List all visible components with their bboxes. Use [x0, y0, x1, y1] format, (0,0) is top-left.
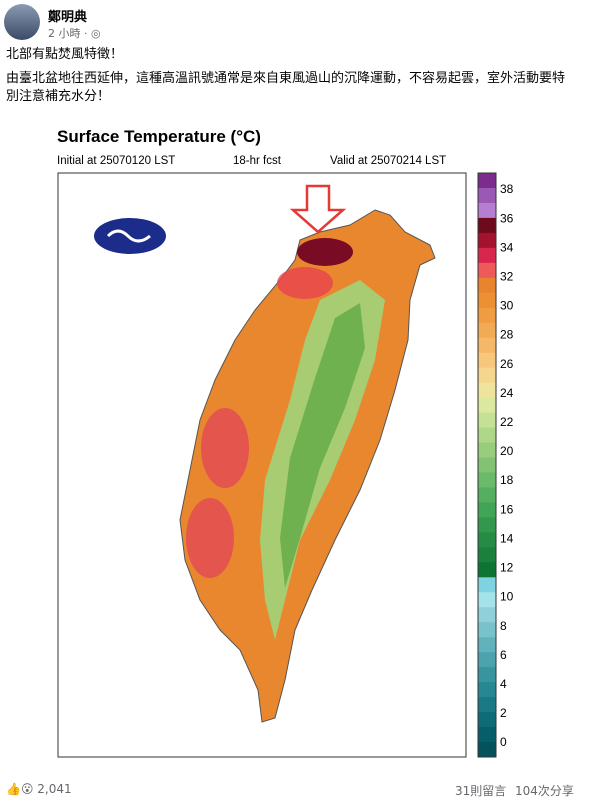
- colorbar-cell: [478, 322, 496, 339]
- colorbar-cell: [478, 187, 496, 204]
- colorbar-cell: [478, 622, 496, 638]
- colorbar-cell: [478, 232, 496, 249]
- colorbar-cell: [478, 577, 496, 593]
- colorbar-label: 26: [500, 357, 514, 371]
- reactions[interactable]: 👍😮 2,041: [6, 782, 72, 796]
- colorbar-cell: [478, 547, 496, 563]
- colorbar-label: 30: [500, 299, 514, 313]
- colorbar-cell: [478, 517, 496, 533]
- colorbar-cell: [478, 247, 496, 264]
- colorbar-cell: [478, 697, 496, 713]
- colorbar-label: 4: [500, 677, 507, 691]
- colorbar-cell: [478, 173, 496, 189]
- warm-area: [201, 408, 249, 488]
- colorbar-cell: [478, 742, 496, 758]
- warm-area: [186, 498, 234, 578]
- post-line: 北部有點焚風特徵！: [6, 47, 124, 62]
- colorbar-cell: [478, 442, 496, 459]
- colorbar-cell: [478, 457, 496, 473]
- colorbar-cell: [478, 397, 496, 414]
- colorbar-label: 18: [500, 473, 514, 487]
- colorbar-cell: [478, 667, 496, 683]
- colorbar-label: 22: [500, 415, 514, 429]
- colorbar-cell: [478, 217, 496, 234]
- colorbar-label: 6: [500, 648, 507, 662]
- figure-initial: Initial at 25070120 LST: [57, 155, 175, 167]
- colorbar-cell: [478, 637, 496, 653]
- logo-mark: [106, 229, 151, 243]
- colorbar-cell: [478, 502, 496, 518]
- colorbar-cell: [478, 262, 496, 279]
- colorbar-cell: [478, 607, 496, 623]
- colorbar-label: 24: [500, 386, 514, 400]
- colorbar-cell: [478, 202, 496, 219]
- colorbar-cell: [478, 562, 496, 578]
- colorbar-cell: [478, 727, 496, 743]
- colorbar-cell: [478, 277, 496, 294]
- figure-title: Surface Temperature (°C): [57, 127, 261, 146]
- shares[interactable]: 104次分享: [515, 784, 574, 798]
- colorbar-label: 10: [500, 590, 514, 604]
- colorbar-cell: [478, 532, 496, 548]
- colorbar-cell: [478, 427, 496, 444]
- colorbar-label: 12: [500, 561, 514, 575]
- colorbar-cell: [478, 712, 496, 728]
- colorbar-frame: [477, 172, 497, 758]
- figure-fcst: 18-hr fcst: [233, 155, 282, 167]
- colorbar-label: 38: [500, 182, 514, 196]
- colorbar-label: 32: [500, 269, 514, 283]
- colorbar-cell: [478, 367, 496, 384]
- colorbar-cell: [478, 307, 496, 324]
- colorbar-cell: [478, 487, 496, 503]
- colorbar-label: 2: [500, 706, 507, 720]
- colorbar-cell: [478, 592, 496, 608]
- colorbar-label: 20: [500, 444, 514, 458]
- colorbar-cell: [478, 472, 496, 488]
- mountain-core: [280, 303, 365, 588]
- forecast-image[interactable]: Surface Temperature (°C) Initial at 2507…: [0, 118, 590, 772]
- reaction-count[interactable]: 2,041: [37, 782, 72, 796]
- colorbar-cell: [478, 682, 496, 698]
- arrow: [289, 184, 347, 234]
- comments[interactable]: 31則留言: [455, 784, 507, 798]
- colorbar-cell: [478, 337, 496, 354]
- colorbar-cell: [478, 652, 496, 668]
- colorbar-cell: [478, 412, 496, 429]
- colorbar-label: 36: [500, 211, 514, 225]
- colorbar-cell: [478, 292, 496, 309]
- post-time[interactable]: 2 小時 · ◎: [48, 27, 101, 40]
- figure-valid: Valid at 25070214 LST: [330, 155, 446, 167]
- colorbar-cell: [478, 382, 496, 399]
- hot-spot: [297, 238, 353, 266]
- time-text[interactable]: 2 小時: [48, 27, 81, 40]
- colorbar-label: 14: [500, 531, 514, 545]
- colorbar-cell: [478, 352, 496, 369]
- colorbar-label: 28: [500, 328, 514, 342]
- warm-area: [277, 267, 333, 299]
- colorbar-label: 0: [500, 735, 507, 749]
- colorbar-label: 8: [500, 619, 507, 633]
- colorbar-label: 34: [500, 240, 514, 254]
- author[interactable]: 鄭明典: [48, 10, 88, 25]
- avatar[interactable]: [4, 4, 40, 40]
- post-line: 由臺北盆地往西延伸，這種高溫訊號通常是來自東風過山的沉降運動，不容易起雲，室外活…: [6, 71, 566, 104]
- colorbar-label: 16: [500, 502, 514, 516]
